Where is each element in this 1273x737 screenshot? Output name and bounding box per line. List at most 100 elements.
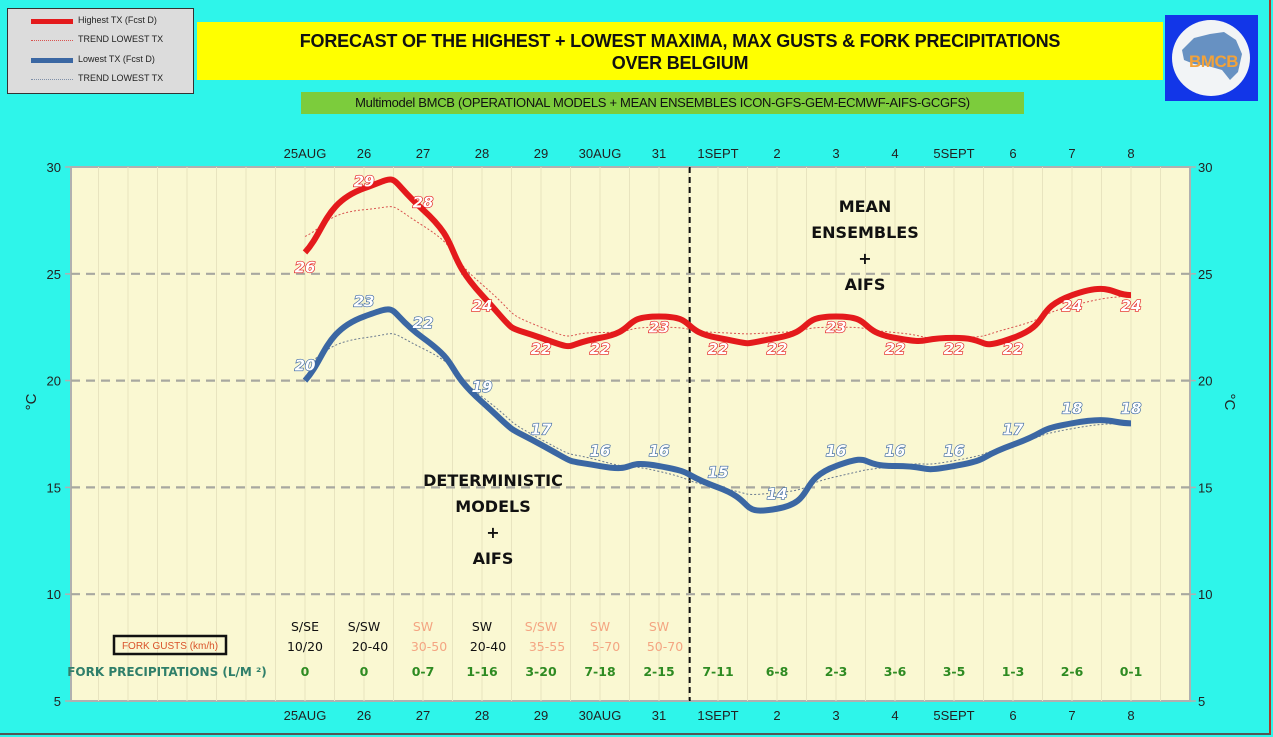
data-label-highest-tx: 24 (472, 297, 493, 315)
chart-title: FORECAST OF THE HIGHEST + LOWEST MAXIMA,… (197, 30, 1163, 74)
data-label-lowest-tx: 19 (472, 378, 493, 396)
legend-swatch-highest (31, 19, 73, 24)
precipitation-value: 2-3 (825, 664, 848, 679)
data-label-lowest-tx: 18 (1062, 399, 1083, 417)
y-axis-label-left: °C (23, 393, 40, 410)
x-tick-label: 3 (832, 708, 839, 723)
data-label-lowest-tx: 14 (767, 485, 788, 503)
legend-label: Highest TX (Fcst D) (78, 15, 157, 25)
annotation-deterministic: DETERMINISTIC MODELS + AIFS (423, 471, 563, 568)
gust-range: 35-55 (529, 639, 565, 654)
gust-range: 50-70 (647, 639, 683, 654)
data-label-lowest-tx: 16 (944, 442, 965, 460)
logo-text: BMCB (1189, 52, 1239, 71)
series-line-lowest-tx (302, 306, 1132, 514)
x-tick-label: 5SEPT (933, 146, 974, 161)
y-tick-label: 20 (1198, 374, 1212, 389)
precipitation-value: 0 (301, 664, 310, 679)
x-tick-label: 8 (1127, 146, 1134, 161)
y-tick-label: 5 (1198, 694, 1205, 709)
data-label-lowest-tx: 17 (1003, 421, 1024, 439)
legend-label: Lowest TX (Fcst D) (78, 54, 155, 64)
belgium-map-icon (1182, 32, 1242, 80)
annotation-line: AIFS (473, 549, 514, 568)
y-axis-left: 5 10 15 20 25 30 (47, 160, 71, 709)
x-tick-label: 3 (832, 146, 839, 161)
annotation-line: MODELS (455, 497, 530, 516)
bmcb-logo: BMCB (1165, 15, 1258, 101)
precipitation-value: 3-6 (884, 664, 907, 679)
chart-title-line2: OVER BELGIUM (611, 53, 749, 73)
chart-subtitle: Multimodel BMCB (OPERATIONAL MODELS + ME… (301, 92, 1024, 114)
precipitation-value: 7-11 (702, 664, 733, 679)
data-label-highest-tx: 24 (1062, 297, 1083, 315)
x-tick-label: 7 (1068, 708, 1075, 723)
trend-line-highest-tx (304, 206, 1132, 339)
precipitation-value: 3-20 (525, 664, 557, 679)
legend-item-lowest: Lowest TX (Fcst D) (8, 52, 195, 70)
x-tick-label: 28 (475, 708, 489, 723)
x-tick-label: 7 (1068, 146, 1075, 161)
data-label-highest-tx: 22 (885, 340, 906, 358)
gusts-label-box (112, 634, 228, 656)
x-tick-label: 6 (1009, 146, 1016, 161)
precipitation-label: FORK PRECIPITATIONS (L/M ²) (67, 665, 267, 679)
y-tick-label: 10 (47, 587, 61, 602)
gust-range: 20-40 (470, 639, 506, 654)
trend-lines (304, 206, 1132, 496)
x-tick-label: 27 (416, 708, 430, 723)
legend-label: TREND LOWEST TX (78, 34, 164, 44)
data-label-highest-tx: 22 (767, 340, 788, 358)
x-tick-label: 27 (416, 146, 430, 161)
legend-swatch-trend-lowest (31, 79, 73, 80)
x-tick-label: 26 (357, 146, 371, 161)
data-label-highest-tx: 28 (413, 194, 434, 212)
x-tick-label: 5SEPT (933, 708, 974, 723)
data-label-highest-tx: 23 (826, 319, 847, 337)
title-banner: FORECAST OF THE HIGHEST + LOWEST MAXIMA,… (197, 22, 1163, 80)
data-label-highest-tx: 22 (1003, 340, 1024, 358)
y-tick-label: 25 (47, 267, 61, 282)
x-tick-label: 30AUG (579, 146, 622, 161)
precipitation-value: 0 (360, 664, 369, 679)
gusts-row: FORK GUSTS (km/h) S/SE 10/20 S/SW 20-40 SW 30-… (112, 619, 683, 656)
precipitation-value: 6-8 (766, 664, 789, 679)
data-label-lowest-tx: 16 (590, 442, 611, 460)
data-label-highest-tx: 23 (649, 319, 670, 337)
precipitation-value: 2-15 (643, 664, 674, 679)
precipitation-value: 0-7 (412, 664, 435, 679)
gust-direction: S/SW (348, 619, 380, 634)
precipitation-value: 7-18 (584, 664, 615, 679)
data-label-highest-tx: 22 (708, 340, 729, 358)
legend-swatch-trend-highest (31, 40, 73, 41)
y-axis-right: 5 10 15 20 25 30 (1190, 160, 1212, 709)
y-tick-label: 5 (54, 694, 61, 709)
legend: Highest TX (Fcst D) TREND LOWEST TX Lowe… (7, 8, 194, 94)
series-lines (302, 176, 1132, 514)
y-tick-label: 15 (1198, 480, 1212, 495)
precipitation-row: FORK PRECIPITATIONS (L/M ²) 0 0 0-7 1-16 3-20… (67, 664, 1142, 679)
precipitation-value: 1-16 (466, 664, 498, 679)
legend-item-highest: Highest TX (Fcst D) (8, 13, 195, 31)
x-tick-label: 1SEPT (697, 708, 738, 723)
vertical-gridlines (98, 167, 1161, 701)
gust-range: 5-70 (592, 639, 620, 654)
logo-circle: BMCB (1172, 20, 1250, 96)
x-tick-label: 31 (652, 146, 666, 161)
precipitation-value: 1-3 (1002, 664, 1025, 679)
x-tick-label: 26 (357, 708, 371, 723)
legend-item-trend-highest: TREND LOWEST TX (8, 32, 195, 50)
y-axis-label-right: °C (1221, 394, 1238, 411)
x-tick-label: 6 (1009, 708, 1016, 723)
annotation-line: + (858, 249, 871, 268)
gust-direction: SW (472, 619, 492, 634)
x-tick-label: 8 (1127, 708, 1134, 723)
gust-direction: SW (413, 619, 433, 634)
chart-title-line1: FORECAST OF THE HIGHEST + LOWEST MAXIMA,… (299, 31, 1061, 51)
gust-range: 20-40 (352, 639, 388, 654)
gust-range: 10/20 (287, 639, 323, 654)
annotation-line: MEAN (839, 197, 892, 216)
y-tick-label: 30 (1198, 160, 1212, 175)
y-tick-label: 15 (47, 480, 61, 495)
